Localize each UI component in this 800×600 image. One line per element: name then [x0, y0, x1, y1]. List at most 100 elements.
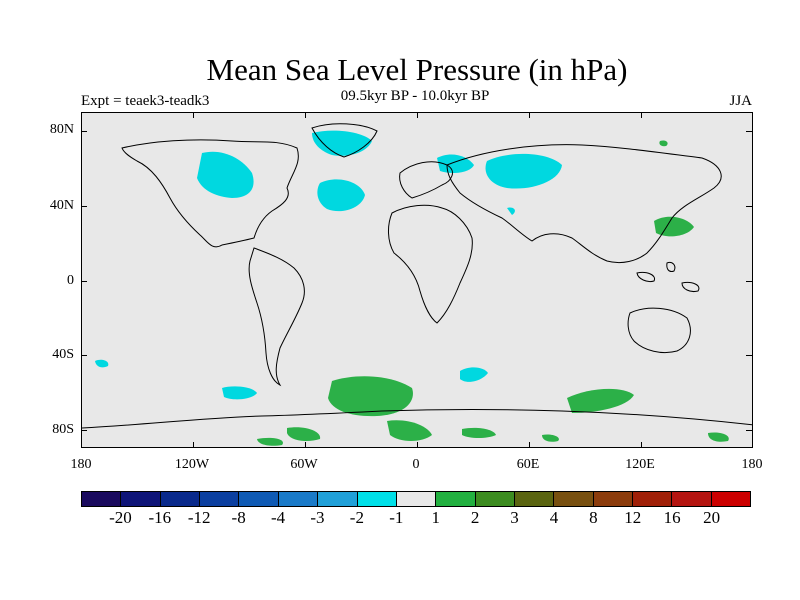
- lat-tick: [746, 281, 752, 282]
- antarctica-coast: [82, 409, 752, 429]
- lat-tick: [81, 430, 87, 431]
- lat-tick: [81, 281, 87, 282]
- world-map: [82, 123, 752, 446]
- lon-label: 0: [412, 457, 420, 472]
- lat-label: 80N: [49, 122, 74, 137]
- lon-tick: [305, 112, 306, 118]
- lon-tick: [417, 442, 418, 448]
- greenland-coast: [311, 123, 378, 158]
- colorbar-swatch: [160, 492, 201, 506]
- lon-tick: [193, 442, 194, 448]
- asia-coast: [446, 144, 722, 264]
- colorbar-label: 16: [663, 508, 681, 527]
- lon-tick: [529, 442, 530, 448]
- anomaly-region: [222, 386, 257, 400]
- anomaly-region: [654, 216, 694, 237]
- anomaly-region: [567, 388, 634, 413]
- colorbar-swatch: [318, 492, 358, 506]
- lat-label: 80S: [52, 422, 74, 437]
- colorbar-swatch: [82, 492, 122, 506]
- positive-anomaly-regions: [257, 140, 729, 446]
- anomaly-region: [462, 427, 496, 438]
- colorbar-swatch: [554, 492, 594, 506]
- lat-label: 40S: [52, 347, 74, 362]
- lon-label: 120W: [174, 457, 210, 472]
- colorbar-swatch: [475, 492, 515, 506]
- lat-tick: [81, 355, 87, 356]
- experiment-label: Expt = teaek3-teadk3: [81, 93, 210, 109]
- colorbar-label: -3: [310, 508, 325, 527]
- africa-coast: [388, 204, 473, 324]
- colorbar-label: 4: [549, 508, 559, 527]
- lon-label: 180: [70, 457, 92, 472]
- lon-tick: [417, 112, 418, 118]
- coastlines: [82, 123, 752, 429]
- colorbar-swatch: [672, 492, 712, 506]
- lon-label: 60E: [516, 457, 540, 472]
- anomaly-region: [328, 376, 413, 417]
- season-label: JJA: [729, 93, 752, 109]
- lat-tick: [81, 206, 87, 207]
- colorbar-swatch: [711, 492, 751, 506]
- anomaly-region: [287, 427, 321, 441]
- negative-anomaly-regions: [95, 130, 562, 400]
- colorbar-label: 3: [510, 508, 519, 527]
- anomaly-region: [197, 151, 254, 198]
- anomaly-region: [708, 432, 729, 442]
- colorbar-label: -2: [349, 508, 364, 527]
- lat-label: 0: [67, 273, 74, 288]
- lat-tick: [746, 430, 752, 431]
- colorbar-label: -1: [389, 508, 404, 527]
- colorbar-label: -4: [270, 508, 286, 527]
- colorbar-label: -20: [109, 508, 132, 527]
- colorbar-swatch: [514, 492, 555, 506]
- north-america-coast: [121, 139, 299, 248]
- colorbar-swatch: [239, 492, 279, 506]
- colorbar-swatch: [200, 492, 240, 506]
- south-america-coast: [248, 247, 305, 387]
- anomaly-region: [460, 367, 488, 382]
- anomaly-region: [659, 140, 668, 147]
- colorbar-label: -12: [187, 508, 211, 527]
- colorbar-swatch: [357, 492, 397, 506]
- europe-coast: [399, 161, 453, 199]
- colorbar-swatch: [278, 492, 319, 506]
- colorbar-label: 8: [589, 508, 598, 527]
- islands-coast: [636, 272, 656, 282]
- colorbar: [81, 491, 751, 507]
- lat-tick: [746, 206, 752, 207]
- map-panel: [81, 112, 753, 448]
- australia-coast: [627, 307, 691, 354]
- colorbar-swatch: [121, 492, 161, 506]
- colorbar-label: -16: [148, 508, 172, 527]
- lon-tick: [529, 112, 530, 118]
- colorbar-swatch: [396, 492, 437, 506]
- colorbar-label: -8: [231, 508, 246, 527]
- colorbar-label: 1: [431, 508, 440, 527]
- anomaly-region: [257, 437, 283, 446]
- islands-coast: [666, 262, 676, 272]
- anomaly-region: [485, 153, 562, 189]
- lon-tick: [641, 112, 642, 118]
- islands-coast: [681, 282, 700, 292]
- colorbar-label: 12: [624, 508, 642, 527]
- anomaly-region: [542, 434, 559, 442]
- colorbar-label: 20: [703, 508, 721, 527]
- colorbar-swatch: [436, 492, 476, 506]
- colorbar-label: 2: [470, 508, 480, 527]
- anomaly-region: [507, 207, 515, 215]
- map-title: Mean Sea Level Pressure (in hPa): [206, 52, 628, 87]
- lon-label: 60W: [290, 457, 318, 472]
- colorbar-swatch: [593, 492, 634, 506]
- anomaly-region: [95, 359, 109, 368]
- colorbar-swatch: [633, 492, 673, 506]
- period-label: 09.5kyr BP - 10.0kyr BP: [340, 88, 490, 104]
- anomaly-region: [387, 420, 432, 441]
- lon-tick: [193, 112, 194, 118]
- anomaly-region: [312, 130, 372, 156]
- lon-tick: [305, 442, 306, 448]
- lon-tick: [641, 442, 642, 448]
- anomaly-region: [317, 179, 365, 212]
- lat-tick: [746, 131, 752, 132]
- lon-label: 120E: [625, 457, 655, 472]
